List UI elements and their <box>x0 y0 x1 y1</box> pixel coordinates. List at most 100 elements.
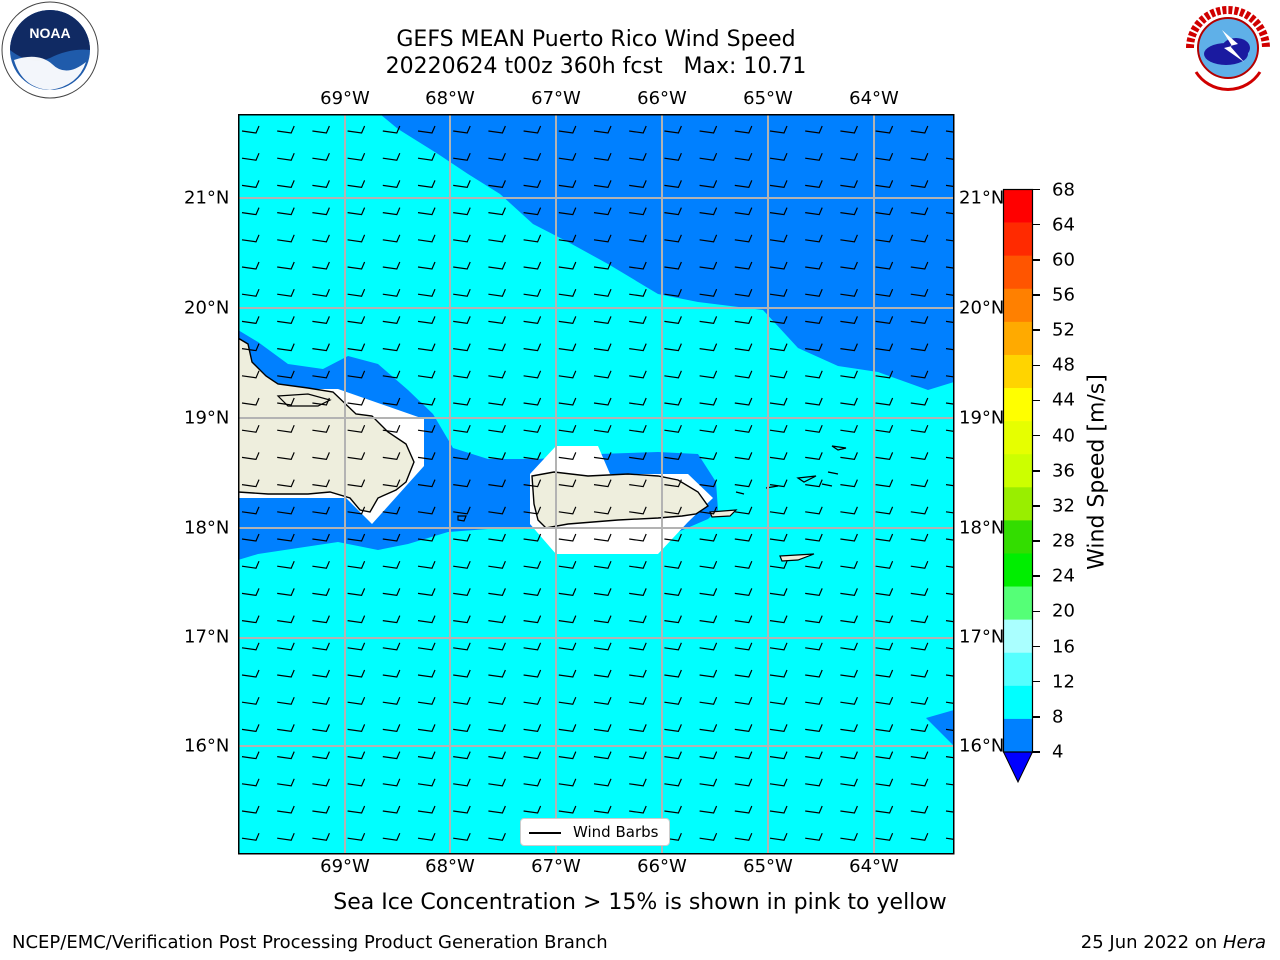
wind-barb <box>734 669 753 678</box>
wind-barb <box>382 724 401 733</box>
wind-barb <box>417 588 436 597</box>
colorbar-tick-label: 4 <box>1052 741 1064 763</box>
wind-barb <box>734 724 753 733</box>
wind-barb <box>312 696 330 705</box>
wind-barb <box>699 397 718 406</box>
wind-barb <box>699 479 718 488</box>
lat-label-left: 21°N <box>184 187 230 209</box>
wind-barb <box>523 805 542 814</box>
wind-barbs <box>241 125 954 841</box>
noaa-logo: NOAA <box>1 1 99 99</box>
wind-barb <box>558 288 577 297</box>
wind-barb <box>875 288 894 297</box>
wind-barb <box>629 180 647 189</box>
wind-barb <box>664 234 682 243</box>
colorbar-tick-label: 44 <box>1052 389 1075 411</box>
wind-barb <box>488 533 506 542</box>
wind-barb <box>312 397 330 406</box>
wind-barb <box>488 207 506 216</box>
wind-barb <box>769 452 788 461</box>
wind-barb <box>805 152 823 161</box>
wind-barb <box>593 778 612 787</box>
colorbar-tick-mark <box>1032 680 1040 683</box>
wind-barb <box>312 370 330 379</box>
lat-label-left: 16°N <box>184 735 230 757</box>
wind-barb <box>945 484 954 487</box>
wind-barb <box>558 234 577 243</box>
wind-barb <box>805 832 823 841</box>
wind-barb <box>769 343 788 352</box>
wind-barb <box>910 506 929 515</box>
wind-barb <box>417 234 436 243</box>
wind-barb <box>241 778 260 787</box>
wind-barb <box>382 642 401 651</box>
wind-barb <box>805 261 823 270</box>
wind-barb <box>593 724 612 733</box>
wind-barb <box>277 560 295 569</box>
wind-barb-legend-line <box>529 832 561 834</box>
wind-barb <box>241 751 260 760</box>
wind-barb <box>347 424 366 433</box>
wind-barb <box>453 751 471 760</box>
colorbar-tick-label: 32 <box>1052 495 1075 517</box>
wind-barb <box>805 805 823 814</box>
wind-barb <box>277 506 295 515</box>
colorbar-band <box>1003 586 1033 620</box>
wind-barb <box>453 207 471 216</box>
wind-barb <box>558 397 577 406</box>
wind-barb <box>558 343 577 352</box>
colorbar-tick-label: 36 <box>1052 460 1075 482</box>
wind-barb <box>769 669 788 678</box>
wind-barb <box>875 370 894 379</box>
colorbar-tick-label: 40 <box>1052 425 1075 447</box>
wind-barb <box>769 778 788 787</box>
wind-barb <box>875 261 894 270</box>
wind-barb <box>347 234 366 243</box>
wind-barb <box>241 424 260 433</box>
wind-barb <box>840 397 858 406</box>
lon-label-top: 66°W <box>637 88 687 109</box>
wind-barb <box>805 316 823 325</box>
wind-barb <box>453 506 471 515</box>
wind-barb <box>945 402 954 405</box>
lat-label-right: 21°N <box>959 187 1005 209</box>
wind-barb <box>769 615 788 624</box>
wind-barb <box>382 805 401 814</box>
wind-barb <box>734 288 753 297</box>
wind-barb <box>453 479 471 488</box>
wind-barb <box>558 588 577 597</box>
wind-barb <box>805 370 823 379</box>
wind-barb <box>734 696 753 705</box>
wind-barb <box>734 316 753 325</box>
wind-barb <box>241 696 260 705</box>
wind-barb <box>840 724 858 733</box>
wind-barb <box>382 397 401 406</box>
wind-barb <box>699 832 718 841</box>
wind-barb <box>910 533 929 542</box>
wind-barb <box>347 832 366 841</box>
wind-barb <box>699 724 718 733</box>
wind-barb <box>945 701 954 704</box>
wind-barb <box>558 751 577 760</box>
wind-barb <box>875 180 894 189</box>
wind-barb <box>417 642 436 651</box>
wind-barb <box>347 560 366 569</box>
wind-barb <box>629 125 647 134</box>
wind-barb <box>664 724 682 733</box>
wind-barb <box>593 316 612 325</box>
wind-barb <box>488 479 506 488</box>
wind-barb <box>629 261 647 270</box>
wind-barb <box>453 642 471 651</box>
wind-barb <box>453 234 471 243</box>
wind-barb <box>945 783 954 786</box>
wind-barb <box>805 452 823 461</box>
svg-text:NOAA: NOAA <box>29 25 70 41</box>
wind-barb <box>875 615 894 624</box>
wind-barb <box>312 588 330 597</box>
wind-barb <box>312 424 330 433</box>
wind-barb <box>805 696 823 705</box>
wind-barb <box>382 832 401 841</box>
wind-barb <box>699 370 718 379</box>
wind-barb <box>347 778 366 787</box>
wind-barb <box>417 724 436 733</box>
